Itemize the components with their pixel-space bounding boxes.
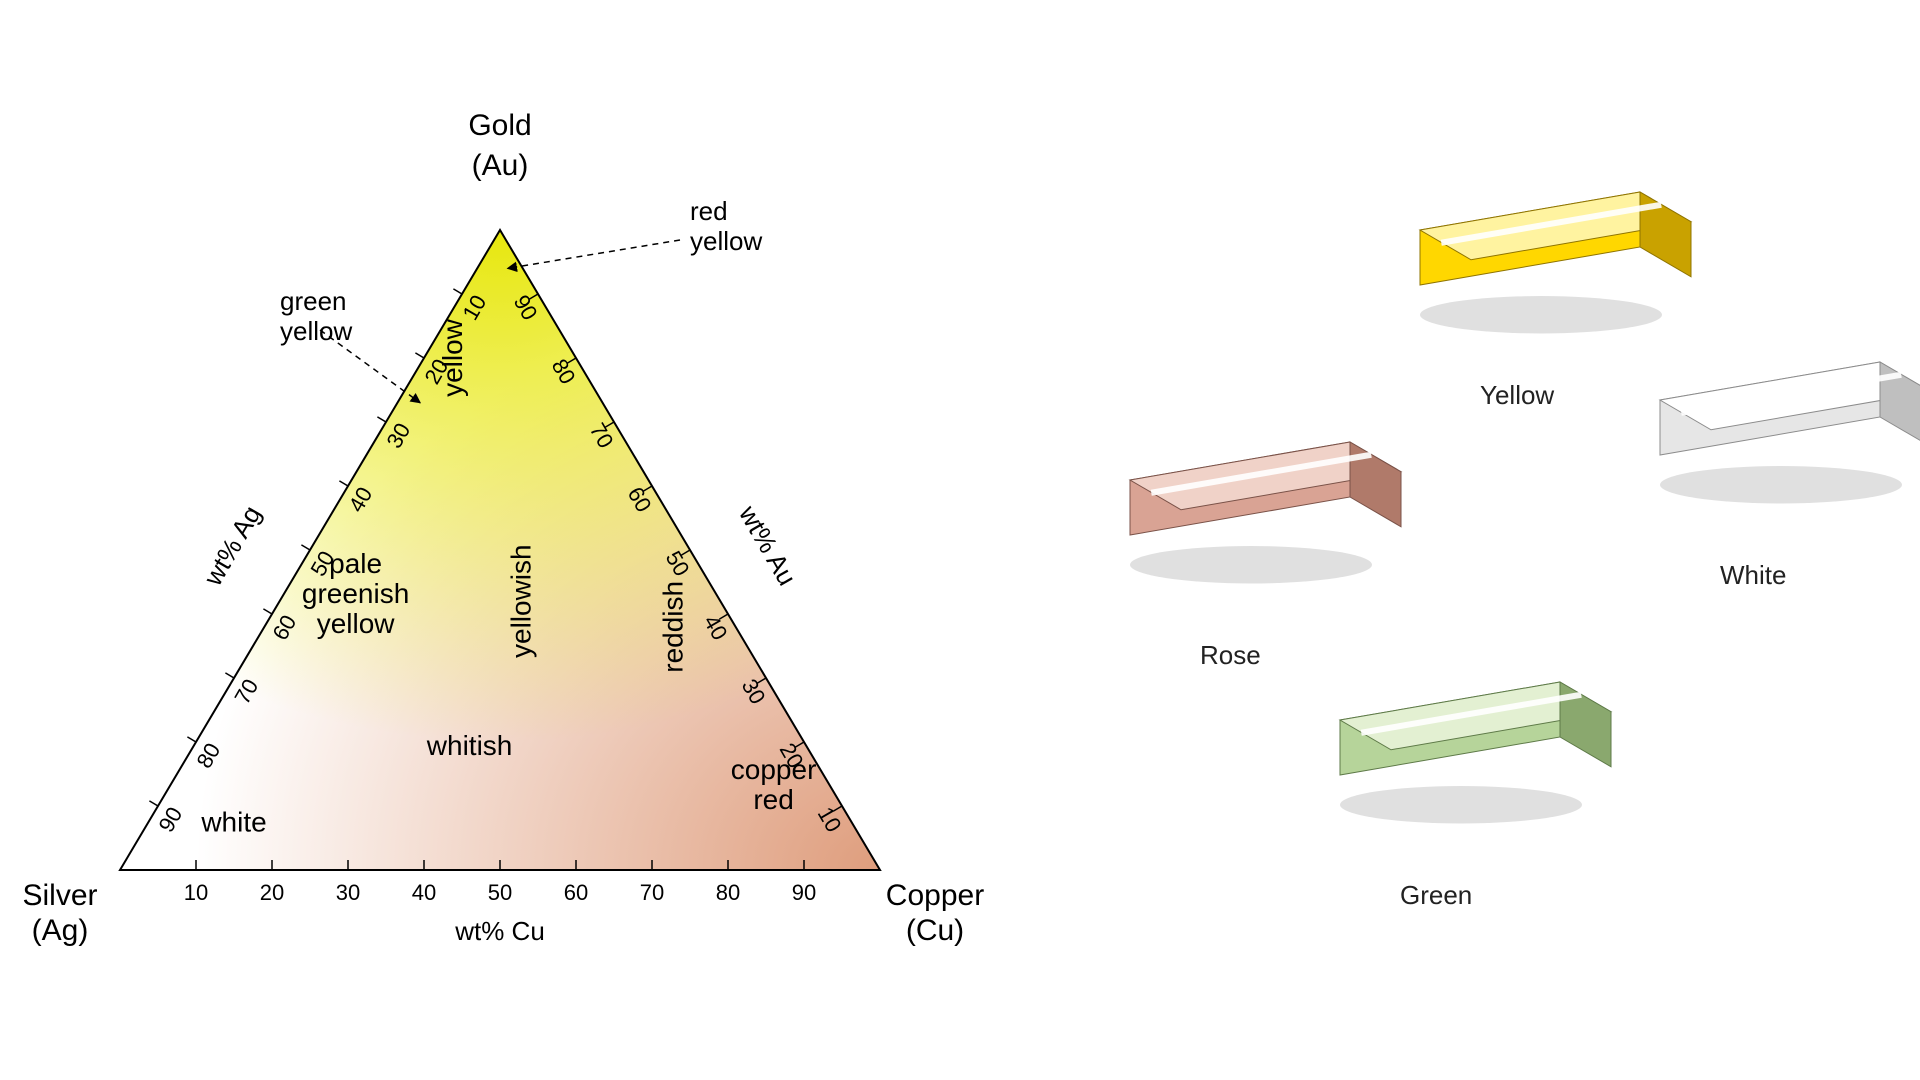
- ingot-green: [1340, 682, 1611, 823]
- ingot-label-yellow: Yellow: [1480, 380, 1554, 411]
- ingot-yellow: [1420, 192, 1691, 333]
- ingot-white: [1660, 362, 1920, 503]
- ingot-label-green: Green: [1400, 880, 1472, 911]
- diagram-stage: 1020304050607080901020304050607080901020…: [0, 0, 1920, 1080]
- ingot-label-white: White: [1720, 560, 1786, 591]
- ingot-rose: [1130, 442, 1401, 583]
- ingot-label-rose: Rose: [1200, 640, 1261, 671]
- gold-bars-group: [0, 0, 1920, 1080]
